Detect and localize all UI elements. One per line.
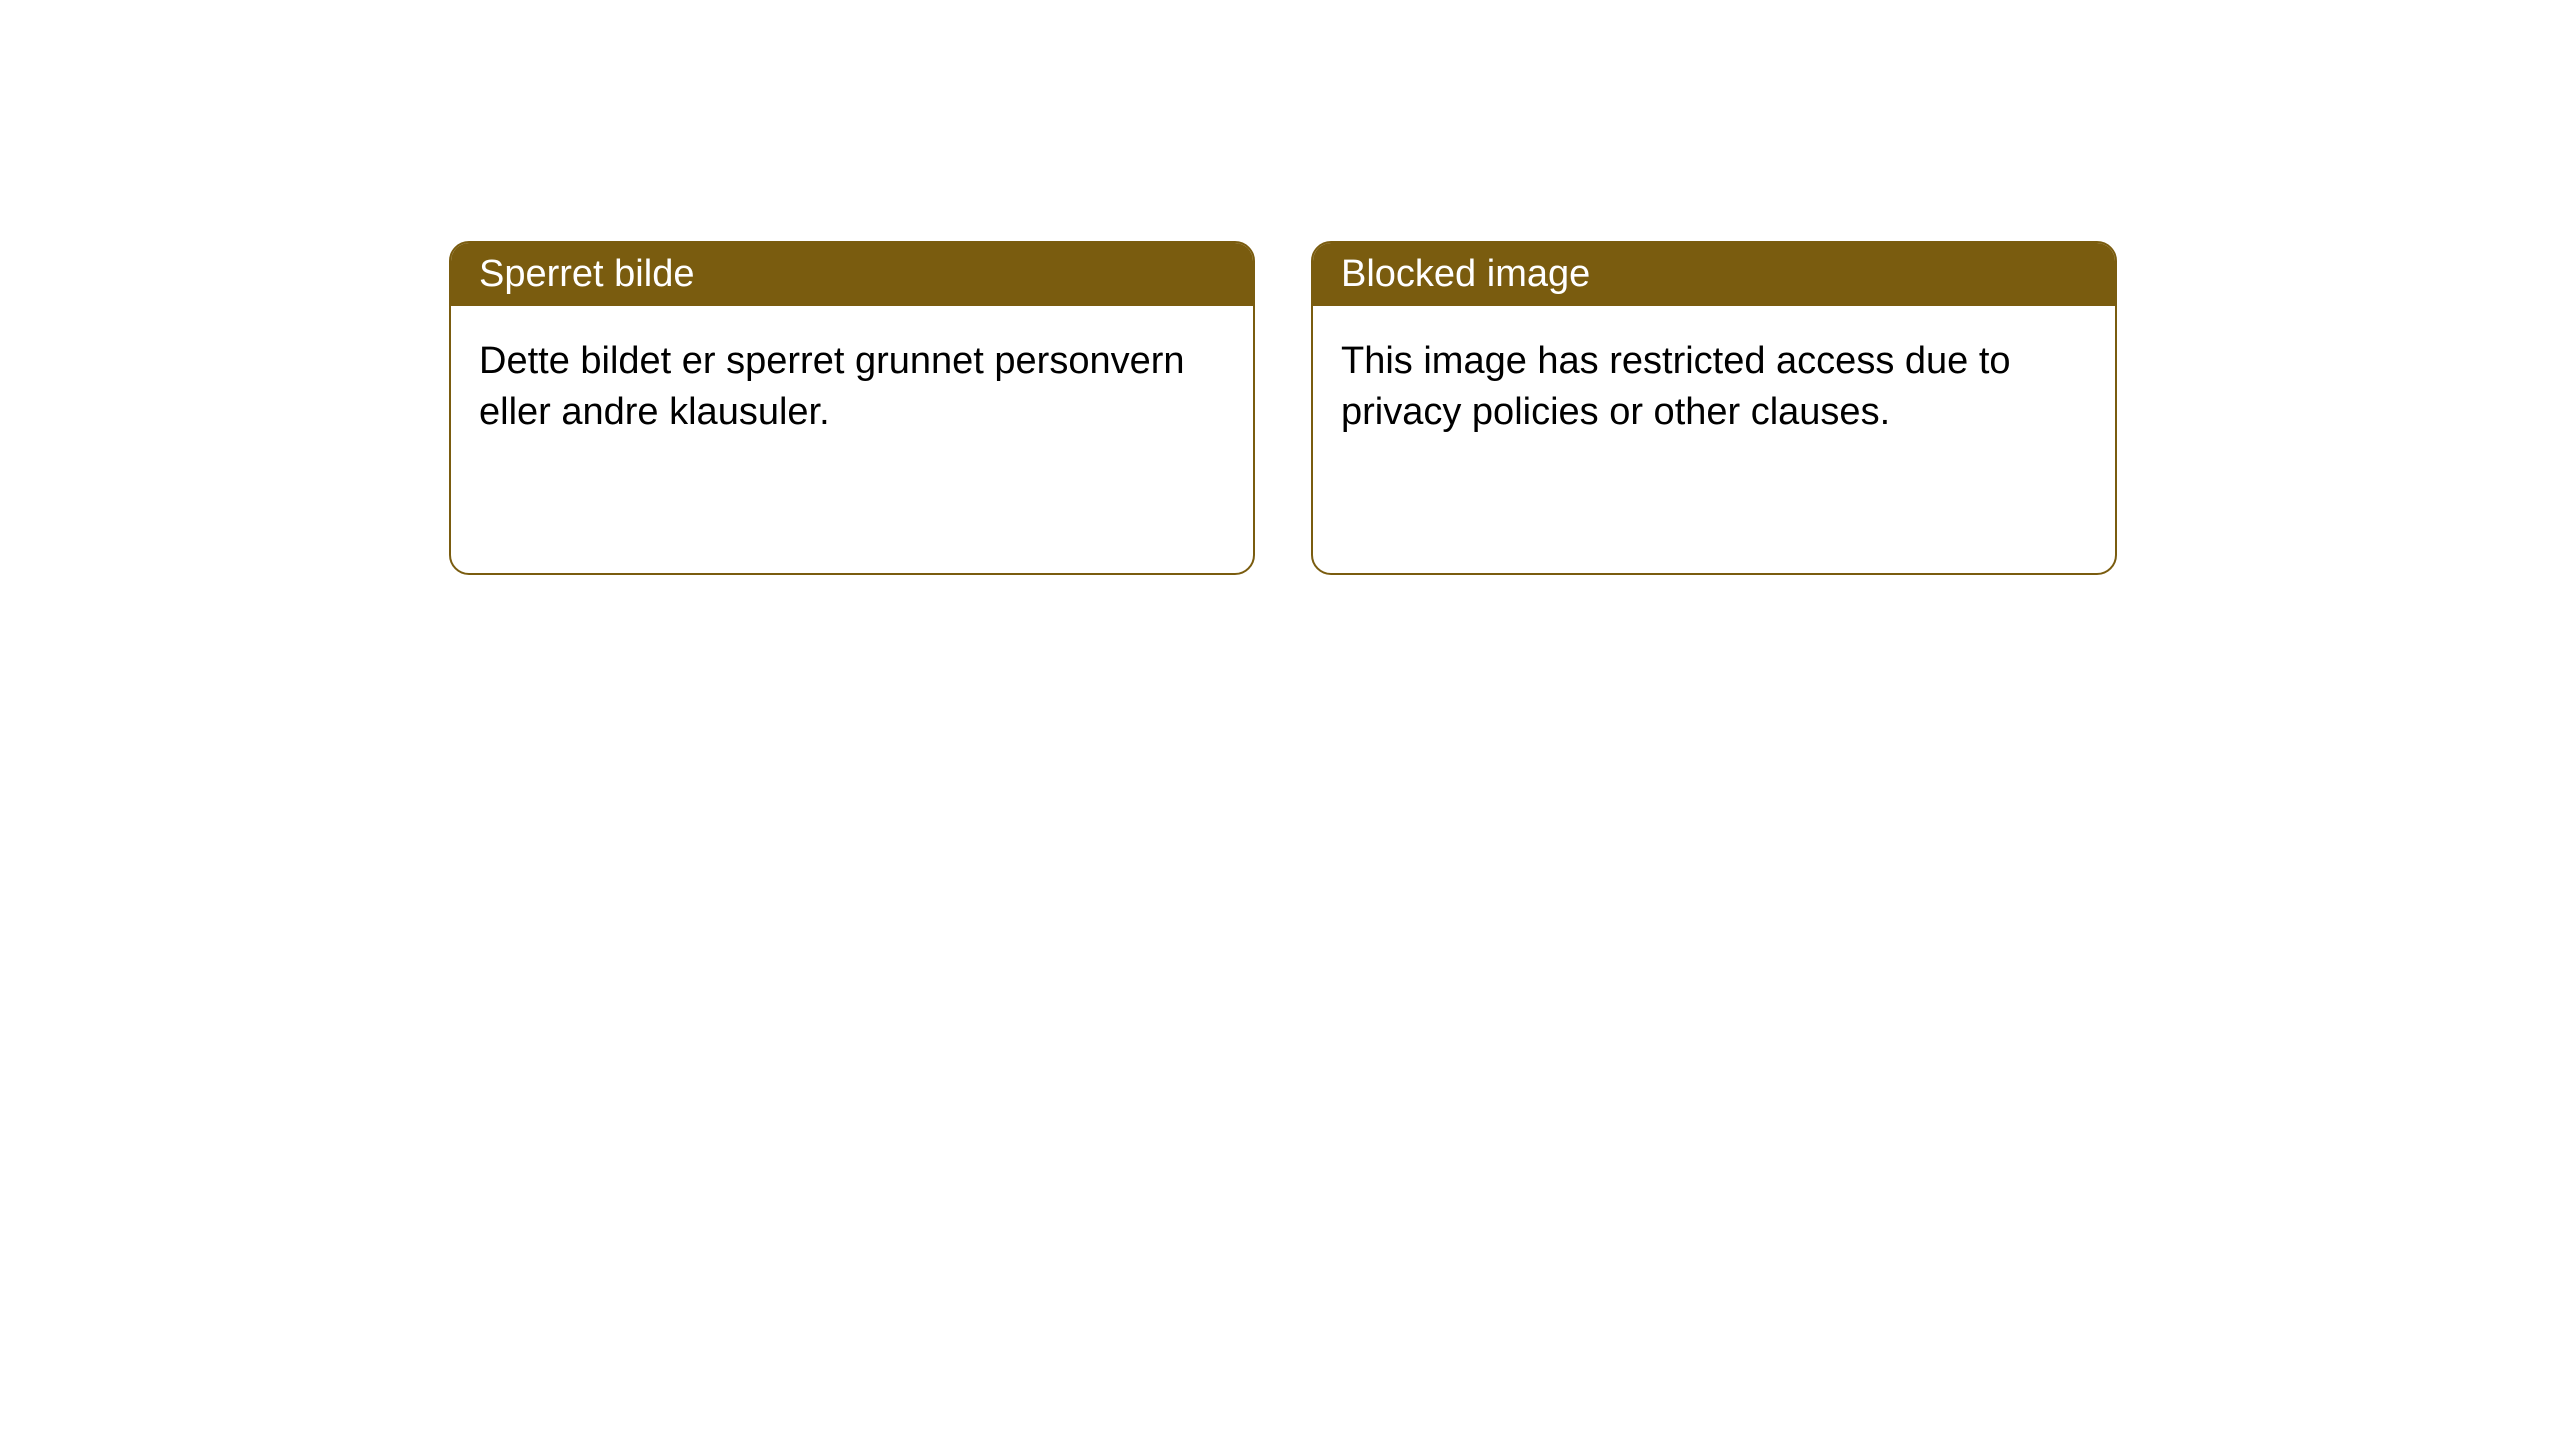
- notice-card-english: Blocked image This image has restricted …: [1311, 241, 2117, 575]
- notice-header: Blocked image: [1313, 243, 2115, 306]
- notice-container: Sperret bilde Dette bildet er sperret gr…: [0, 0, 2560, 575]
- notice-body-text: This image has restricted access due to …: [1341, 340, 2011, 433]
- notice-title: Blocked image: [1341, 253, 1590, 295]
- notice-body: This image has restricted access due to …: [1313, 306, 2115, 469]
- notice-body-text: Dette bildet er sperret grunnet personve…: [479, 340, 1185, 433]
- notice-card-norwegian: Sperret bilde Dette bildet er sperret gr…: [449, 241, 1255, 575]
- notice-title: Sperret bilde: [479, 253, 694, 295]
- notice-body: Dette bildet er sperret grunnet personve…: [451, 306, 1253, 469]
- notice-header: Sperret bilde: [451, 243, 1253, 306]
